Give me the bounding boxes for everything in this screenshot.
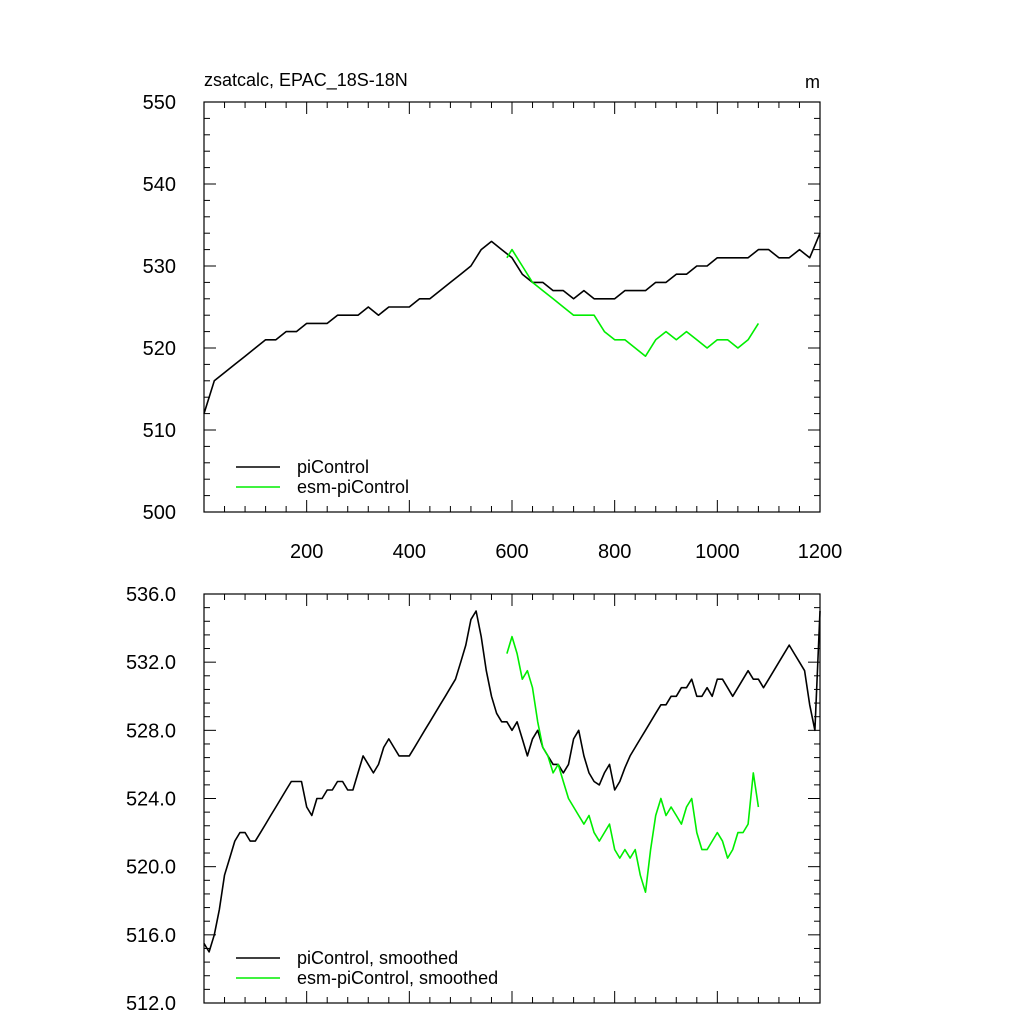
y-tick-label: 532.0: [126, 652, 176, 674]
plot-panel-1: 500 510 520 530 540 550 200 400 600 800 1000 1200 zs…: [143, 70, 843, 563]
plot-frame: [203, 593, 821, 1004]
y-tick-label: 550: [143, 92, 176, 114]
x-tick-label: 1200: [798, 541, 843, 563]
legend-label: piControl, smoothed: [297, 948, 458, 968]
plot-panel-2: 512.0 516.0 520.0 524.0 528.0 532.0 536.0 piCon…: [126, 584, 821, 1015]
y-tick-label: 524.0: [126, 789, 176, 811]
x-tick-label: 1000: [695, 541, 740, 563]
y-tick-label: 520.0: [126, 857, 176, 879]
series-line-1: [203, 610, 821, 953]
y-tick-label: 536.0: [126, 584, 176, 606]
plot-frame: [203, 101, 821, 513]
legend-label: esm-piControl, smoothed: [297, 968, 498, 988]
chart-title: zsatcalc, EPAC_18S-18N: [204, 70, 408, 91]
y-tick-label: 512.0: [126, 993, 176, 1015]
y-tick-label: 510: [143, 420, 176, 442]
series-line-2: [506, 248, 760, 358]
legend-label: esm-piControl: [297, 477, 409, 497]
series-line-1: [203, 232, 821, 414]
y-tick-label: 516.0: [126, 925, 176, 947]
y-tick-label: 528.0: [126, 720, 176, 742]
series-line-2: [506, 635, 760, 894]
x-tick-label: 200: [290, 541, 323, 563]
x-tick-label: 800: [598, 541, 631, 563]
y-tick-label: 530: [143, 256, 176, 278]
y-tick-label: 500: [143, 502, 176, 524]
y-tick-label: 540: [143, 174, 176, 196]
x-tick-label: 600: [495, 541, 528, 563]
legend-label: piControl: [297, 457, 369, 477]
x-tick-label: 400: [393, 541, 426, 563]
y-tick-label: 520: [143, 338, 176, 360]
units-label: m: [805, 72, 820, 92]
